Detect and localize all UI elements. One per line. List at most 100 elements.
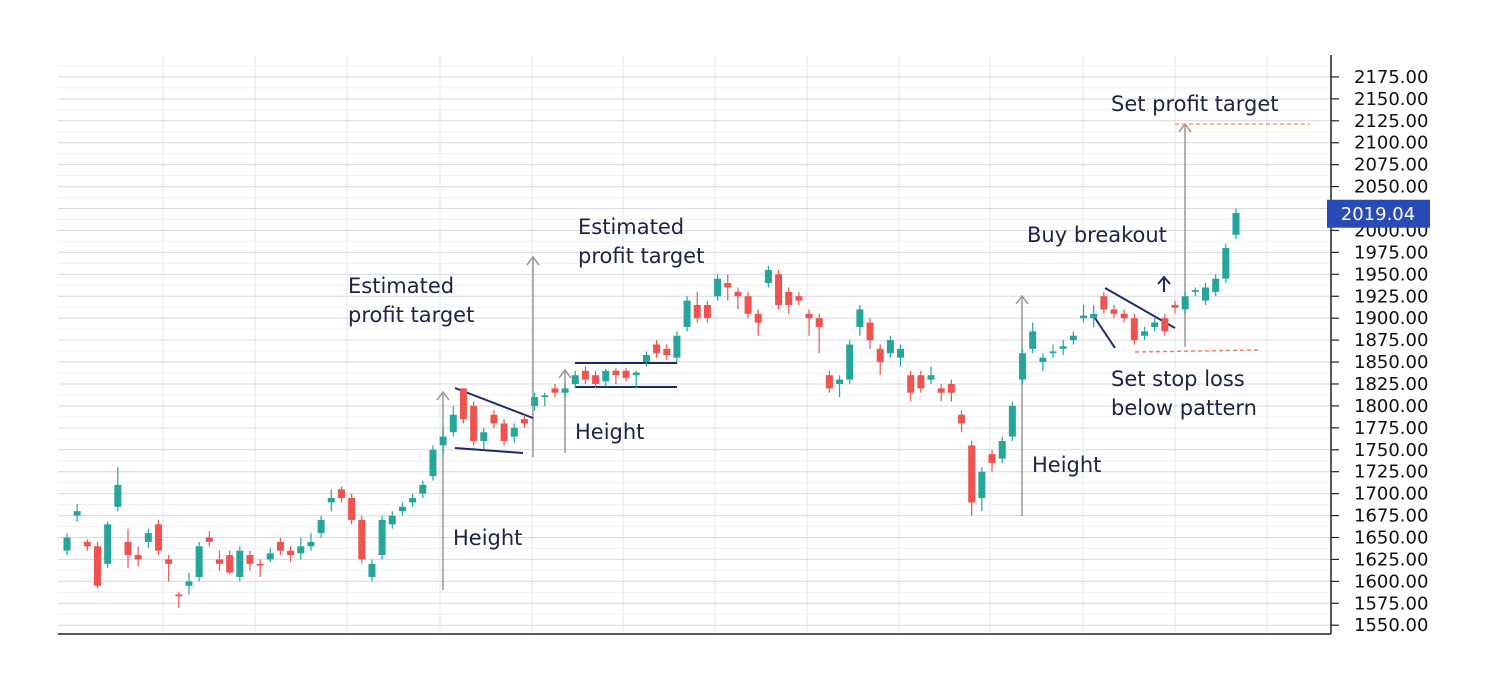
candle-body: [337, 489, 345, 499]
candle-body: [378, 519, 386, 556]
candle-body: [510, 427, 518, 437]
annotation: Buy breakout: [1027, 223, 1167, 247]
pattern-line: [454, 387, 534, 419]
arrow-head: [1015, 294, 1029, 305]
y-tick-label: 2100.00: [1354, 133, 1428, 154]
candle-body: [876, 348, 884, 363]
candle-body: [724, 283, 732, 288]
candle-body: [1232, 212, 1240, 235]
annotation: Height: [1032, 453, 1102, 477]
last-price-label: 2019.04: [1341, 204, 1415, 225]
candle-body: [673, 335, 681, 358]
candle-body: [907, 375, 915, 393]
candle-body: [561, 388, 569, 393]
y-tick-label: 1875.00: [1354, 330, 1428, 351]
y-tick-label: 1625.00: [1354, 549, 1428, 570]
y-tick-label: 1925.00: [1354, 286, 1428, 307]
candle-body: [1141, 331, 1149, 336]
candle-body: [1080, 315, 1088, 319]
annotation: Height: [453, 526, 523, 550]
candle-body: [693, 305, 701, 319]
candle-body: [1151, 322, 1159, 327]
candle-body: [215, 559, 223, 564]
candle-body: [195, 546, 203, 577]
candle-body: [622, 370, 630, 378]
y-tick-label: 2050.00: [1354, 177, 1428, 198]
arrow-head: [558, 368, 572, 379]
candle-body: [886, 340, 894, 354]
y-tick-label: 1850.00: [1354, 352, 1428, 373]
y-tick-label: 1575.00: [1354, 593, 1428, 614]
candle-body: [124, 541, 132, 556]
candle-body: [744, 296, 752, 314]
candle-body: [1039, 357, 1047, 363]
candle-body: [449, 414, 457, 433]
candle-body: [114, 484, 122, 507]
candle-body: [795, 296, 803, 301]
candle-body: [1222, 248, 1230, 279]
candle-body: [459, 388, 467, 420]
y-tick-label: 1825.00: [1354, 374, 1428, 395]
candle-body: [968, 445, 976, 503]
candle-body: [764, 269, 772, 284]
y-tick-label: 1550.00: [1354, 615, 1428, 636]
candle-body: [490, 414, 498, 424]
candle-body: [134, 555, 142, 560]
pattern-line: [1092, 314, 1116, 349]
candle-body: [500, 423, 508, 441]
y-tick-label: 1950.00: [1354, 264, 1428, 285]
annotation: Set stop loss below pattern: [1111, 367, 1257, 420]
candle-body: [571, 375, 579, 384]
y-tick-label: 2075.00: [1354, 155, 1428, 176]
candle-body: [632, 372, 640, 376]
candle-body: [754, 313, 762, 323]
arrow-head: [436, 390, 450, 401]
last-price-box: [1327, 199, 1430, 228]
candle-body: [236, 550, 244, 577]
candle-body: [1191, 290, 1199, 292]
candle-body: [1130, 318, 1138, 341]
candle-body: [226, 555, 234, 573]
candle-body: [1120, 313, 1128, 319]
candle-body: [592, 375, 600, 384]
candle-body: [266, 553, 274, 560]
candle-body: [663, 348, 671, 356]
candle-body: [805, 313, 813, 319]
candle-body: [1212, 278, 1220, 292]
pattern-line: [454, 447, 524, 454]
candle-body: [409, 498, 417, 503]
candle-body: [83, 541, 91, 547]
candle-body: [1202, 287, 1210, 301]
y-tick-label: 1750.00: [1354, 440, 1428, 461]
candle-body: [541, 395, 549, 398]
candle-body: [856, 309, 864, 327]
candle-body: [653, 344, 661, 354]
candle-body: [93, 546, 101, 586]
candle-body: [154, 524, 162, 551]
candle-body: [1110, 309, 1118, 314]
candle-body: [175, 594, 183, 597]
arrow-head: [1157, 275, 1171, 285]
candle-body: [276, 541, 284, 551]
candle-body: [1019, 353, 1027, 380]
candle-body: [775, 274, 783, 306]
candle-body: [1100, 296, 1108, 310]
candle-body: [388, 515, 396, 525]
candle-body: [947, 383, 955, 393]
y-tick-label: 1700.00: [1354, 484, 1428, 505]
candle-body: [1059, 346, 1067, 349]
y-tick-label: 1675.00: [1354, 506, 1428, 527]
candle-body: [287, 550, 295, 556]
candle-body: [846, 344, 854, 380]
annotation: Set profit target: [1111, 92, 1279, 116]
candle-body: [348, 498, 356, 520]
candle-body: [327, 498, 335, 503]
y-tick-label: 1600.00: [1354, 571, 1428, 592]
candle-body: [73, 511, 81, 516]
candle-body: [246, 555, 254, 564]
candle-body: [988, 454, 996, 463]
arrow-head: [526, 255, 540, 266]
y-tick-label: 2150.00: [1354, 89, 1428, 110]
candle-body: [815, 318, 823, 327]
